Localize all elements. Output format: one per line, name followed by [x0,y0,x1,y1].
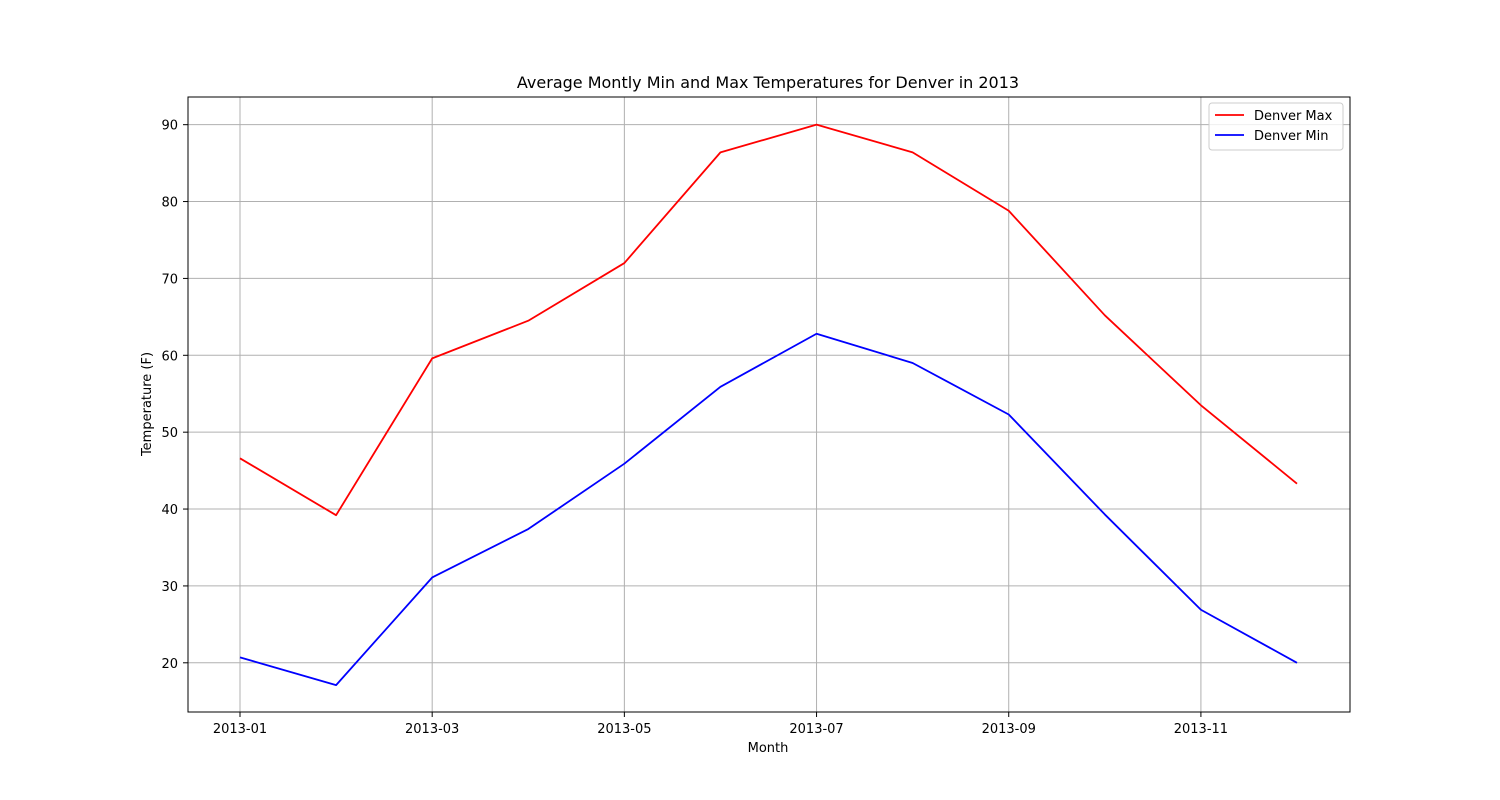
x-tick-label: 2013-03 [405,722,459,737]
axis-ticks: 2013-01 2013-03 2013-05 2013-07 2013-09 2013-… [161,119,1228,737]
y-tick-label: 90 [161,119,178,134]
x-tick-label: 2013-05 [597,722,651,737]
y-tick-label: 20 [161,657,178,672]
y-tick-label: 40 [161,503,178,518]
y-tick-label: 80 [161,196,178,211]
denver-min-line [239,332,1298,686]
series-lines [239,123,1298,686]
y-tick-label: 70 [161,272,178,287]
y-axis-label: Temperature (F) [140,352,155,457]
x-tick-label: 2013-11 [1174,722,1228,737]
x-tick-label: 2013-07 [789,722,843,737]
chart-title: Average Montly Min and Max Temperatures … [517,73,1019,92]
legend-label-denver-min: Denver Min [1254,129,1328,144]
legend-label-denver-max: Denver Max [1254,109,1333,124]
denver-max-line [239,123,1298,517]
y-tick-label: 50 [161,426,178,441]
axes-frame [187,96,1351,713]
x-tick-label: 2013-01 [213,722,267,737]
x-axis-label: Month [748,741,789,756]
y-tick-label: 60 [161,349,178,364]
x-tick-label: 2013-09 [982,722,1036,737]
legend: Denver Max Denver Min [1208,102,1344,151]
y-tick-label: 30 [161,580,178,595]
grid-lines [188,97,1350,712]
